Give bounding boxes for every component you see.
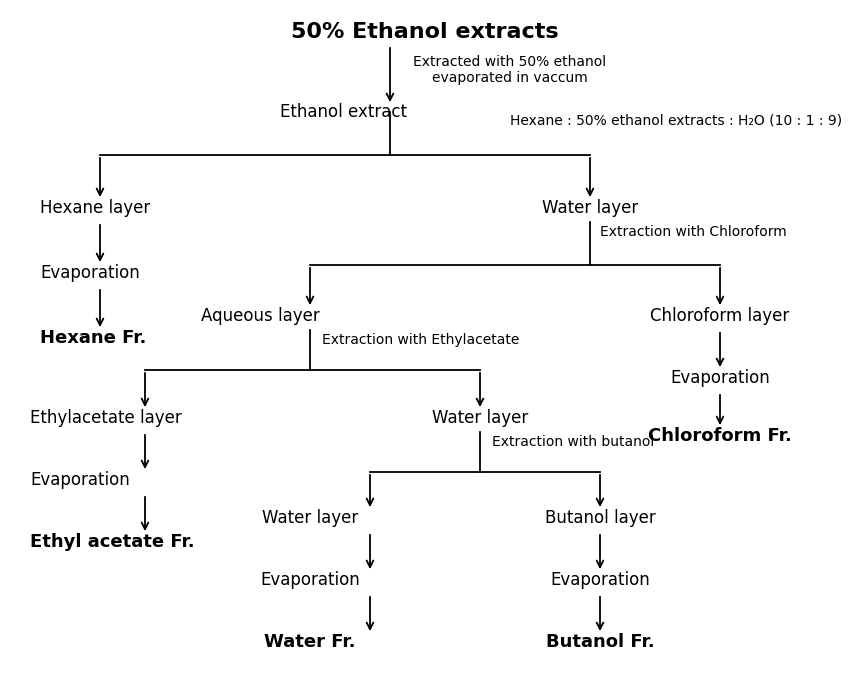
Text: Extracted with 50% ethanol
evaporated in vaccum: Extracted with 50% ethanol evaporated in… (414, 55, 607, 85)
Text: Ethyl acetate Fr.: Ethyl acetate Fr. (30, 533, 195, 551)
Text: Water Fr.: Water Fr. (265, 633, 356, 651)
Text: 50% Ethanol extracts: 50% Ethanol extracts (291, 22, 559, 42)
Text: Aqueous layer: Aqueous layer (201, 307, 319, 325)
Text: Chloroform layer: Chloroform layer (650, 307, 790, 325)
Text: Ethylacetate layer: Ethylacetate layer (30, 409, 182, 427)
Text: Butanol Fr.: Butanol Fr. (545, 633, 654, 651)
Text: Extraction with butanol: Extraction with butanol (492, 435, 654, 449)
Text: Water layer: Water layer (542, 199, 638, 217)
Text: Evaporation: Evaporation (550, 571, 650, 589)
Text: Chloroform Fr.: Chloroform Fr. (648, 427, 792, 445)
Text: Evaporation: Evaporation (260, 571, 360, 589)
Text: Evaporation: Evaporation (670, 369, 770, 387)
Text: Evaporation: Evaporation (30, 471, 129, 489)
Text: Ethanol extract: Ethanol extract (280, 103, 407, 121)
Text: Extraction with Chloroform: Extraction with Chloroform (600, 225, 787, 239)
Text: Hexane layer: Hexane layer (40, 199, 151, 217)
Text: Water layer: Water layer (262, 509, 358, 527)
Text: Extraction with Ethylacetate: Extraction with Ethylacetate (322, 333, 519, 347)
Text: Hexane Fr.: Hexane Fr. (40, 329, 146, 347)
Text: Water layer: Water layer (431, 409, 528, 427)
Text: Evaporation: Evaporation (40, 264, 140, 282)
Text: Hexane : 50% ethanol extracts : H₂O (10 : 1 : 9): Hexane : 50% ethanol extracts : H₂O (10 … (510, 113, 842, 127)
Text: Butanol layer: Butanol layer (545, 509, 655, 527)
